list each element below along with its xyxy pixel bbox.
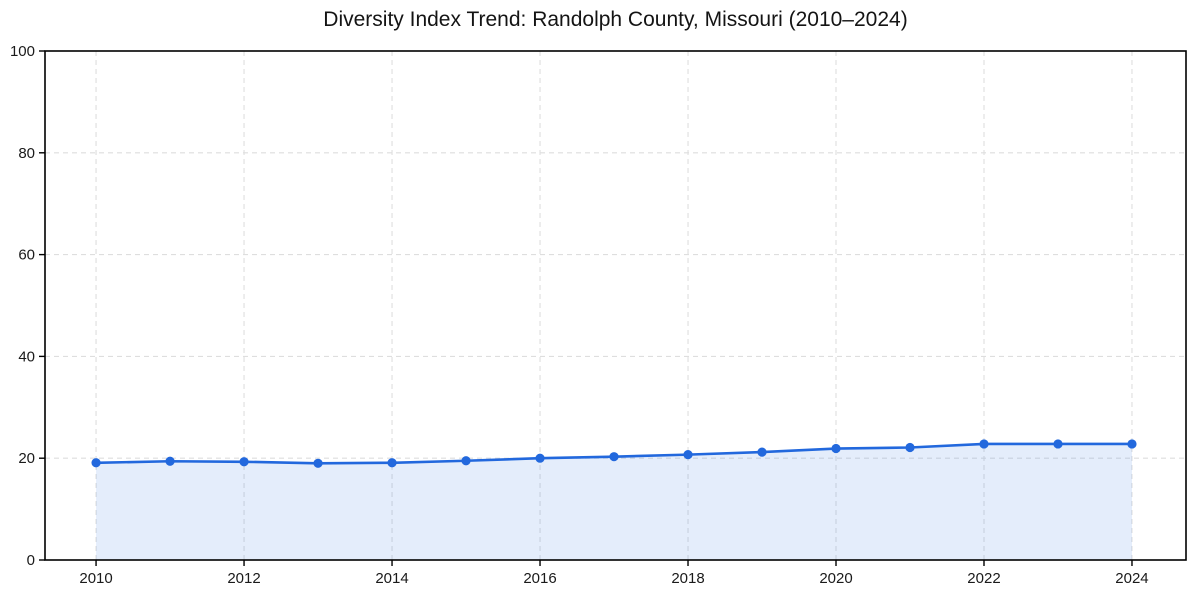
data-point-2010	[91, 458, 101, 468]
x-axis-tick-label-2018: 2018	[671, 570, 704, 587]
y-axis-tick-label-20: 20	[18, 450, 35, 467]
plot-border	[44, 50, 1187, 561]
y-axis-tick-label-40: 40	[18, 348, 35, 365]
y-axis-tick-label-0: 0	[27, 552, 35, 569]
x-axis-tick-label-2012: 2012	[227, 570, 260, 587]
y-axis-tick-label-60: 60	[18, 247, 35, 264]
data-point-2017	[609, 452, 619, 462]
x-axis-tick-label-2014: 2014	[375, 570, 408, 587]
data-point-2015	[461, 456, 471, 466]
x-axis-tick-label-2020: 2020	[819, 570, 852, 587]
x-axis-tick-label-2016: 2016	[523, 570, 556, 587]
y-axis-tick-label-80: 80	[18, 145, 35, 162]
data-point-2013	[313, 458, 323, 468]
area-fill	[96, 443, 1132, 560]
chart-title: Diversity Index Trend: Randolph County, …	[323, 8, 908, 31]
data-point-2020	[831, 443, 841, 454]
x-axis-tick-label-2024: 2024	[1115, 570, 1148, 587]
data-point-2012	[239, 457, 249, 467]
data-point-2018	[683, 450, 693, 460]
x-axis-tick-label-2010: 2010	[79, 570, 112, 587]
data-point-2016	[535, 453, 545, 463]
data-point-2014	[387, 458, 397, 468]
x-axis-tick-label-2022: 2022	[967, 570, 1000, 587]
data-point-2011	[165, 456, 175, 466]
data-point-2021	[905, 442, 915, 453]
data-point-2023	[1053, 439, 1063, 449]
data-point-2024	[1127, 439, 1137, 449]
data-point-2019	[757, 447, 767, 457]
data-point-2022	[979, 439, 989, 449]
y-axis-tick-label-100: 100	[10, 43, 35, 60]
